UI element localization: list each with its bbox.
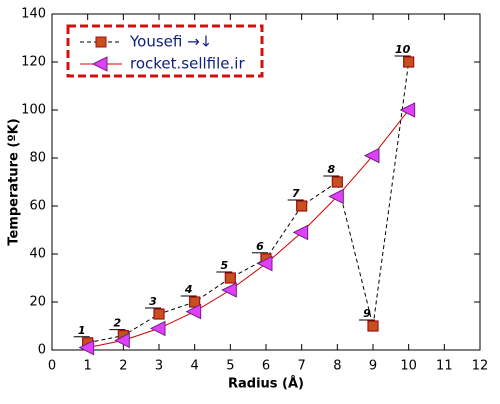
x-tick-label: 3 [155, 359, 163, 374]
marker [221, 282, 237, 298]
legend-marker [95, 36, 107, 48]
x-tick-label: 12 [472, 359, 489, 374]
y-tick-label: 120 [21, 55, 46, 70]
y-tick-label: 60 [29, 199, 46, 214]
series-line [87, 61, 410, 344]
x-tick-label: 9 [369, 359, 377, 374]
point-label: 6 [256, 240, 264, 253]
legend-label: rocket.sellfile.ir [130, 55, 245, 73]
legend-label: Yousefi →↓ [129, 33, 212, 51]
marker [328, 188, 344, 205]
x-tick-label: 7 [298, 359, 306, 374]
x-tick-label: 5 [226, 359, 234, 374]
x-tick-label: 10 [400, 359, 417, 374]
point-label: 8 [328, 163, 336, 176]
marker [296, 200, 308, 212]
marker [153, 308, 165, 320]
x-tick-label: 11 [436, 359, 453, 374]
y-tick-label: 100 [21, 103, 46, 118]
x-tick-label: 4 [191, 359, 199, 374]
y-tick-label: 140 [21, 7, 46, 22]
marker [189, 296, 201, 308]
marker [292, 224, 309, 241]
marker [224, 272, 236, 284]
x-axis-label: Radius (Å) [228, 376, 304, 392]
y-tick-label: 20 [29, 295, 46, 310]
marker [78, 339, 95, 356]
marker [149, 320, 166, 337]
marker [399, 102, 416, 118]
x-tick-label: 1 [84, 359, 92, 374]
y-axis-label: Temperature (ºK) [7, 118, 22, 245]
y-tick-label: 40 [29, 247, 46, 262]
point-label: 7 [292, 187, 300, 200]
y-tick-label: 80 [29, 151, 46, 166]
x-tick-label: 0 [48, 359, 56, 374]
x-tick-label: 6 [262, 359, 270, 374]
point-label: 3 [149, 295, 157, 308]
series-line [87, 109, 410, 349]
marker [363, 147, 380, 164]
marker [403, 56, 415, 68]
marker [256, 255, 273, 272]
point-label: 10 [395, 43, 411, 56]
point-label: 4 [184, 283, 193, 296]
x-tick-label: 2 [119, 359, 127, 374]
legend-marker [91, 56, 108, 72]
point-label: 2 [114, 317, 122, 330]
y-tick-label: 0 [38, 343, 46, 358]
marker [367, 320, 379, 332]
point-label: 9 [363, 307, 371, 320]
point-label: 1 [78, 324, 86, 337]
marker [114, 332, 130, 349]
x-tick-label: 8 [333, 359, 341, 374]
marker [185, 303, 202, 320]
point-label: 5 [221, 259, 229, 272]
marker [331, 176, 343, 188]
plot-frame [51, 13, 481, 351]
